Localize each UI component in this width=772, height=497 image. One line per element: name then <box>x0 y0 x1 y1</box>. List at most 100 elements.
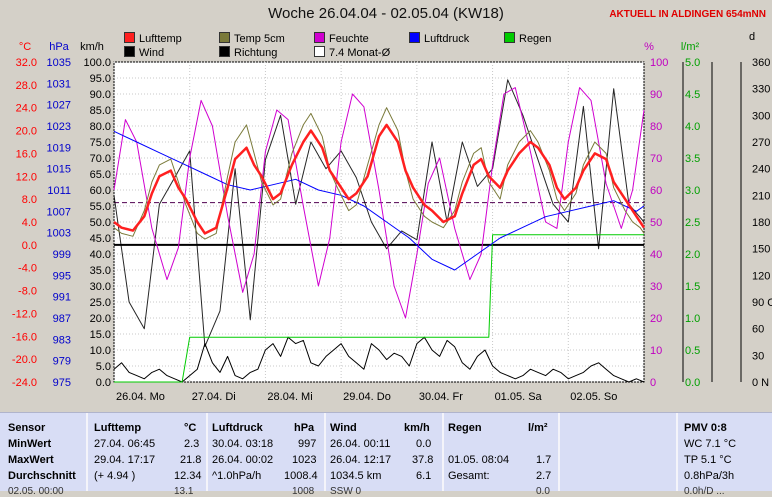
tick-label-wind: 85.0 <box>90 105 111 117</box>
tick-label-temp: 8.0 <box>22 194 37 206</box>
tick-label-wind: 60.0 <box>90 185 111 197</box>
header-wind-unit: km/h <box>404 422 430 434</box>
legend-swatch <box>504 32 515 43</box>
tick-label-wind: 25.0 <box>90 297 111 309</box>
header-luftdruck: Luftdruck <box>212 422 263 434</box>
legend-label: Temp 5cm <box>234 33 285 45</box>
column-separator <box>324 413 326 491</box>
rain-total-value: 2.7 <box>536 470 552 482</box>
tick-label-temp: 28.0 <box>16 80 37 92</box>
tick-label-direction: 180 S <box>752 217 772 229</box>
legend-swatch <box>314 32 325 43</box>
tick-label-wind: 70.0 <box>90 153 111 165</box>
min-temp-value: 2.3 <box>184 438 200 450</box>
x-tick-label: 01.05. Sa <box>495 391 543 403</box>
location-label: AKTUELL IN ALDINGEN 654mNN <box>609 9 766 20</box>
tick-label-direction: 120 <box>752 270 770 282</box>
header-pmv: PMV 0:8 <box>684 422 727 434</box>
tick-label-humidity: 60 <box>650 185 662 197</box>
column-separator <box>558 413 560 491</box>
tick-label-pressure: 987 <box>53 313 71 325</box>
tick-label-pressure: 1019 <box>47 142 71 154</box>
tick-label-humidity: 10 <box>650 345 662 357</box>
tick-label-wind: 95.0 <box>90 73 111 85</box>
series-line-temp-5cm <box>113 107 645 240</box>
header-regen-unit: l/m² <box>528 422 548 434</box>
tick-label-wind: 50.0 <box>90 217 111 229</box>
chart-title: Woche 26.04.04 - 02.05.04 (KW18) <box>268 5 504 22</box>
x-tick-label: 28.04. Mi <box>267 391 312 403</box>
tick-label-wind: 75.0 <box>90 137 111 149</box>
pmv-trend: 0.8hPa/3h <box>684 470 735 482</box>
series-line-feuchte <box>113 87 645 319</box>
row-label-avg: Durchschnitt <box>8 470 76 482</box>
min-wind-time: 26.04. 00:11 <box>330 438 391 450</box>
legend-swatch <box>124 46 135 57</box>
tick-label-temp: 24.0 <box>16 103 37 115</box>
tick-label-rain: 5.0 <box>685 57 700 69</box>
series-line-luftdruck <box>113 130 645 271</box>
column-separator <box>442 413 444 491</box>
legend-item: Regen <box>504 32 551 45</box>
header-sensor: Sensor <box>8 422 46 434</box>
tick-label-direction: 300 <box>752 110 770 122</box>
legend-item: Richtung <box>219 46 277 59</box>
tick-label-temp: 32.0 <box>16 57 37 69</box>
legend-label: 7.4 Monat-Ø <box>329 47 391 59</box>
pmv-wc: WC 7.1 °C <box>684 438 737 450</box>
legend-swatch <box>124 32 135 43</box>
tick-label-direction: 210 <box>752 190 770 202</box>
tick-label-rain: 3.0 <box>685 185 700 197</box>
tick-label-rain: 1.0 <box>685 313 700 325</box>
tick-label-pressure: 975 <box>53 377 71 389</box>
tick-label-wind: 90.0 <box>90 89 111 101</box>
partial-pressure: 1008 <box>292 486 315 497</box>
tick-label-humidity: 70 <box>650 153 662 165</box>
tick-label-wind: 30.0 <box>90 281 111 293</box>
tick-label-temp: -12.0 <box>12 308 37 320</box>
tick-label-rain: 1.5 <box>685 281 700 293</box>
tick-label-rain: 4.0 <box>685 121 700 133</box>
max-pressure-value: 1023 <box>292 454 317 466</box>
tick-label-pressure: 995 <box>53 270 71 282</box>
tick-label-pressure: 979 <box>53 356 71 368</box>
row-label-max: MaxWert <box>8 454 54 466</box>
tick-label-temp: -24.0 <box>12 377 37 389</box>
tick-label-pressure: 1031 <box>47 78 71 90</box>
tick-label-direction: 270 W <box>752 137 772 149</box>
tick-label-pressure: 983 <box>53 334 71 346</box>
axis-unit-wind: km/h <box>80 41 104 53</box>
x-tick-label: 27.04. Di <box>192 391 236 403</box>
series-line-lufttemp <box>113 123 646 235</box>
legend-swatch <box>219 46 230 57</box>
pmv-tp: TP 5.1 °C <box>684 454 732 466</box>
tick-label-temp: -16.0 <box>12 331 37 343</box>
tick-label-direction: 150 <box>752 244 770 256</box>
avg-pressure-value: 1008.4 <box>284 470 318 482</box>
axis-unit-humidity: % <box>644 41 654 53</box>
partial-row-label: 02.05. 00:00 <box>8 486 64 497</box>
tick-label-wind: 15.0 <box>90 329 111 341</box>
x-tick-label: 29.04. Do <box>343 391 391 403</box>
tick-label-rain: 0.5 <box>685 345 700 357</box>
tick-label-pressure: 1023 <box>47 121 71 133</box>
tick-label-pressure: 1015 <box>47 164 71 176</box>
legend-label: Wind <box>139 47 165 59</box>
series-line-wind <box>113 336 645 383</box>
tick-label-pressure: 991 <box>53 292 71 304</box>
tick-label-temp: 4.0 <box>22 217 37 229</box>
tick-label-humidity: 100 <box>650 57 668 69</box>
tick-label-direction: 30 <box>752 350 764 362</box>
tick-label-wind: 10.0 <box>90 345 111 357</box>
header-regen: Regen <box>448 422 482 434</box>
legend-label: Richtung <box>234 47 278 59</box>
weather-chart: °C hPa km/h% l/m² d 32.0 28.0 24.0 20.0 16.0 12.0 8… <box>12 31 772 403</box>
legend-swatch <box>314 46 325 57</box>
legend-item: Feuchte <box>314 32 369 45</box>
tick-label-temp: -8.0 <box>18 286 37 298</box>
axis-unit-pressure: hPa <box>49 41 69 53</box>
tick-label-humidity: 50 <box>650 217 662 229</box>
min-pressure-time: 30.04. 03:18 <box>212 438 274 450</box>
partial-pmv: 0.0h/D ... <box>684 486 725 497</box>
header-lufttemp-unit: °C <box>184 422 197 434</box>
